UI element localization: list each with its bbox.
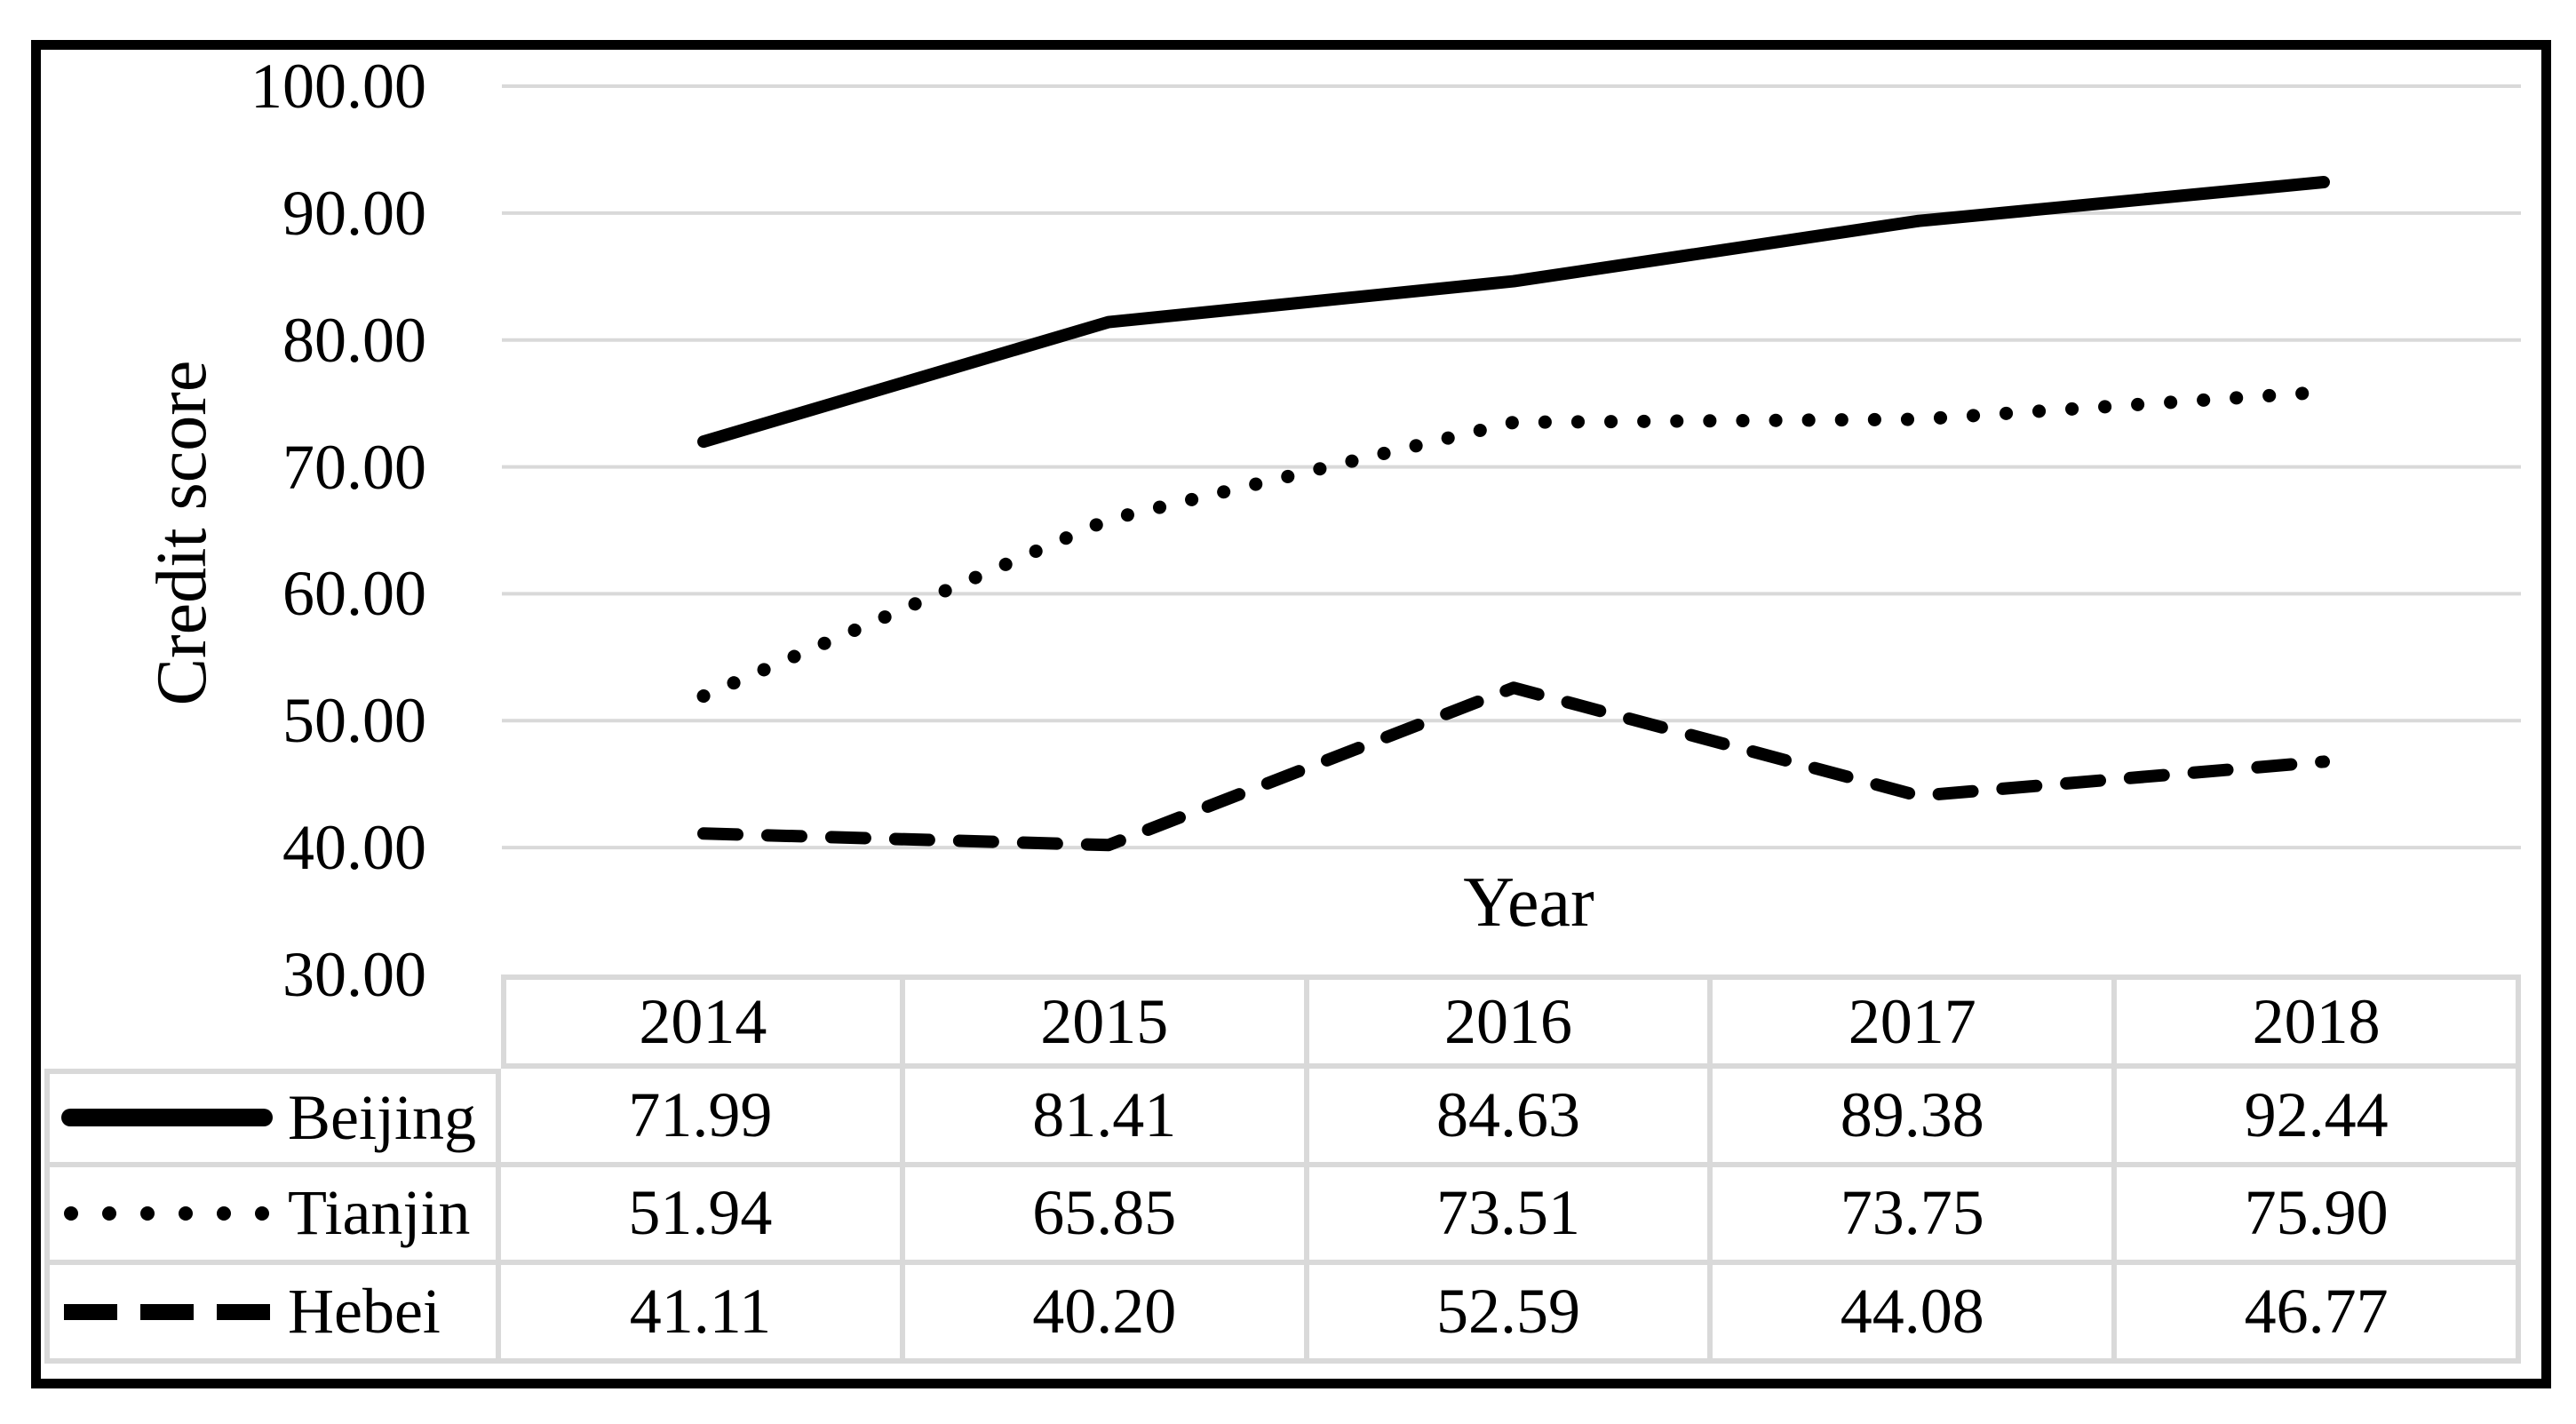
table-value-beijing-2018: 92.44 [2117, 1069, 2521, 1167]
table-value-hebei-2017: 44.08 [1713, 1265, 2118, 1364]
y-axis-tick-label: 90.00 [282, 178, 426, 249]
series-name-tianjin: Tianjin [288, 1177, 471, 1249]
y-axis-tick-label: 30.00 [282, 939, 426, 1010]
table-year-header-2017: 2017 [1713, 975, 2118, 1069]
x-axis-title: Year [1463, 863, 1594, 942]
table-value-beijing-2014: 71.99 [501, 1069, 905, 1167]
table-year-header-2015: 2015 [904, 975, 1309, 1069]
table-year-header-2018: 2018 [2117, 975, 2521, 1069]
table-value-hebei-2014: 41.11 [501, 1265, 905, 1364]
y-axis-title: Credit score [143, 360, 221, 706]
legend-cell-tianjin: Tianjin [44, 1166, 501, 1266]
table-value-hebei-2018: 46.77 [2117, 1265, 2521, 1364]
y-axis-tick-label: 70.00 [282, 432, 426, 503]
table-value-tianjin-2016: 73.51 [1308, 1166, 1713, 1266]
table-year-header-2016: 2016 [1308, 975, 1713, 1069]
table-value-tianjin-2014: 51.94 [501, 1166, 905, 1266]
beijing-solid-line-key-icon [61, 1109, 273, 1127]
table-value-hebei-2016: 52.59 [1308, 1265, 1713, 1364]
legend-cell-beijing: Beijing [44, 1069, 501, 1167]
table-value-tianjin-2017: 73.75 [1713, 1166, 2118, 1266]
table-value-tianjin-2015: 65.85 [904, 1166, 1309, 1266]
y-axis-tick-label: 80.00 [282, 305, 426, 376]
table-value-tianjin-2018: 75.90 [2117, 1166, 2521, 1266]
table-year-header-2014: 2014 [501, 975, 905, 1069]
table-value-hebei-2015: 40.20 [904, 1265, 1309, 1364]
tianjin-dotted-line-key-icon [64, 1205, 269, 1221]
data-table: 2014 2015 2016 2017 2018 Beijing 71.99 8… [44, 975, 2521, 1364]
series-name-hebei: Hebei [288, 1276, 441, 1348]
series-name-beijing: Beijing [288, 1081, 476, 1153]
hebei-dashed-line-key-icon [64, 1303, 270, 1320]
legend-cell-hebei: Hebei [44, 1265, 501, 1364]
y-axis-tick-label: 60.00 [282, 558, 426, 629]
table-value-beijing-2015: 81.41 [904, 1069, 1309, 1167]
table-value-beijing-2017: 89.38 [1713, 1069, 2118, 1167]
y-axis-tick-label: 40.00 [282, 812, 426, 883]
y-axis-tick-label: 50.00 [282, 685, 426, 756]
table-value-beijing-2016: 84.63 [1308, 1069, 1713, 1167]
y-axis-tick-label: 100.00 [250, 51, 426, 122]
table-corner-cell [44, 975, 501, 1069]
